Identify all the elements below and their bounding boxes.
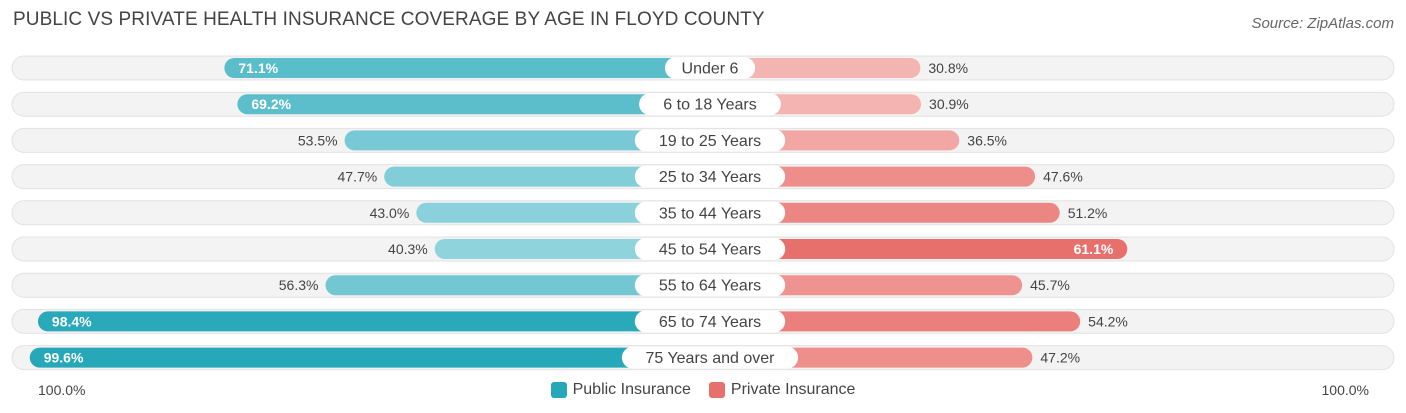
bar-public-9 bbox=[29, 347, 711, 368]
chart-legend: Public Insurance Private Insurance bbox=[0, 379, 1406, 401]
category-label-4: 25 to 34 Years bbox=[659, 169, 761, 186]
chart-plot: 71.1% 30.8% Under 6 69.2% 30.9% 6 to 18 Years… bbox=[11, 55, 1395, 371]
bar-public-7 bbox=[325, 275, 710, 296]
axis-left-label: 100.0% bbox=[38, 382, 86, 398]
category-label-8: 65 to 74 Years bbox=[659, 314, 761, 331]
category-label-9: 75 Years and over bbox=[646, 350, 776, 367]
label-private-3: 36.5% bbox=[967, 132, 1007, 148]
category-label-5: 35 to 44 Years bbox=[659, 205, 761, 222]
label-private-2: 30.9% bbox=[929, 96, 969, 112]
bar-public-8 bbox=[37, 311, 711, 332]
category-label-6: 45 to 54 Years bbox=[659, 242, 761, 259]
label-private-5: 51.2% bbox=[1068, 205, 1108, 221]
bar-public-4 bbox=[384, 166, 710, 187]
label-private-4: 47.6% bbox=[1043, 169, 1083, 185]
bar-private-4 bbox=[710, 166, 1036, 187]
bar-private-8 bbox=[710, 311, 1081, 332]
legend-item-private: Private Insurance bbox=[708, 381, 856, 399]
bar-public-1 bbox=[224, 58, 710, 78]
bar-private-6 bbox=[710, 239, 1128, 259]
category-pill-4 bbox=[634, 165, 786, 188]
bar-private-5 bbox=[710, 202, 1060, 223]
label-private-8: 54.2% bbox=[1088, 313, 1128, 329]
legend-swatch-public bbox=[550, 382, 567, 398]
chart-title: PUBLIC VS PRIVATE HEALTH INSURANCE COVER… bbox=[13, 9, 765, 30]
label-public-3: 53.5% bbox=[298, 132, 338, 148]
category-pill-8 bbox=[634, 310, 786, 333]
chart-source: Source: ZipAtlas.com bbox=[1251, 15, 1394, 32]
bar-private-1 bbox=[710, 58, 921, 78]
category-pill-1 bbox=[664, 57, 756, 79]
bar-private-7 bbox=[710, 275, 1023, 296]
label-public-6: 40.3% bbox=[388, 241, 428, 257]
legend-label-private: Private Insurance bbox=[730, 381, 856, 398]
label-public-2: 69.2% bbox=[251, 96, 291, 112]
legend-swatch-private bbox=[708, 382, 725, 398]
category-pill-6 bbox=[634, 238, 786, 260]
label-public-7: 56.3% bbox=[279, 277, 319, 293]
label-public-4: 47.7% bbox=[338, 169, 378, 185]
label-public-8: 98.4% bbox=[52, 313, 92, 329]
category-label-7: 55 to 64 Years bbox=[659, 278, 761, 295]
category-label-2: 6 to 18 Years bbox=[663, 97, 756, 114]
bar-public-2 bbox=[237, 94, 710, 115]
category-label-3: 19 to 25 Years bbox=[659, 133, 761, 150]
bar-public-3 bbox=[344, 130, 710, 151]
legend-label-public: Public Insurance bbox=[572, 381, 691, 398]
category-pill-5 bbox=[634, 201, 786, 224]
label-private-7: 45.7% bbox=[1030, 277, 1070, 293]
axis-right-label: 100.0% bbox=[1321, 382, 1369, 398]
label-private-6: 61.1% bbox=[1074, 241, 1114, 257]
category-pill-7 bbox=[634, 274, 786, 297]
label-private-9: 47.2% bbox=[1040, 350, 1080, 366]
category-pill-3 bbox=[634, 129, 786, 152]
category-pill-9 bbox=[621, 346, 799, 369]
label-private-1: 30.8% bbox=[928, 60, 968, 76]
category-label-1: Under 6 bbox=[682, 61, 739, 78]
label-public-1: 71.1% bbox=[238, 60, 278, 76]
legend-item-public: Public Insurance bbox=[550, 381, 691, 399]
label-public-5: 43.0% bbox=[370, 205, 410, 221]
category-pill-2 bbox=[639, 93, 781, 116]
label-public-9: 99.6% bbox=[44, 350, 84, 366]
